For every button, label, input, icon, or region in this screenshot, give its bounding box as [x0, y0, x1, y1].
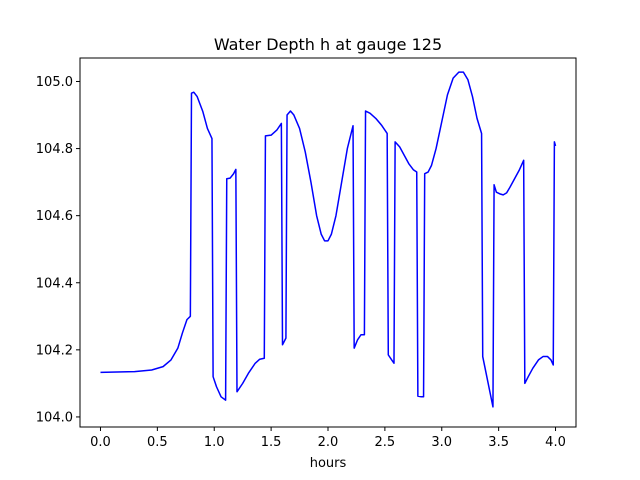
x-tick-label: 2.5	[375, 435, 396, 450]
y-tick-label: 104.0	[36, 410, 73, 425]
x-axis-label: hours	[310, 456, 347, 471]
x-tick-label: 1.5	[261, 435, 282, 450]
y-tick-label: 104.4	[36, 276, 73, 291]
plot-frame	[79, 57, 577, 428]
chart-title: Water Depth h at gauge 125	[214, 35, 442, 54]
x-tick-label: 3.0	[431, 435, 452, 450]
x-tick-label: 4.0	[545, 435, 566, 450]
y-tick-label: 105.0	[36, 75, 73, 90]
x-tick-label: 2.0	[318, 435, 339, 450]
y-axis: 104.0 104.2 104.4 104.6 104.8 105.0	[36, 75, 80, 425]
plot-area	[100, 71, 557, 408]
x-tick-label: 3.5	[488, 435, 509, 450]
series-line-0	[100, 71, 557, 408]
y-tick-label: 104.2	[36, 343, 73, 358]
y-tick-label: 104.6	[36, 209, 73, 224]
x-axis: 0.0 0.5 1.0 1.5 2.0 2.5 3.0 3.5 4.0	[90, 427, 566, 450]
x-tick-label: 0.5	[147, 435, 168, 450]
y-tick-label: 104.8	[36, 142, 73, 157]
x-tick-label: 1.0	[204, 435, 225, 450]
x-tick-label: 0.0	[90, 435, 111, 450]
